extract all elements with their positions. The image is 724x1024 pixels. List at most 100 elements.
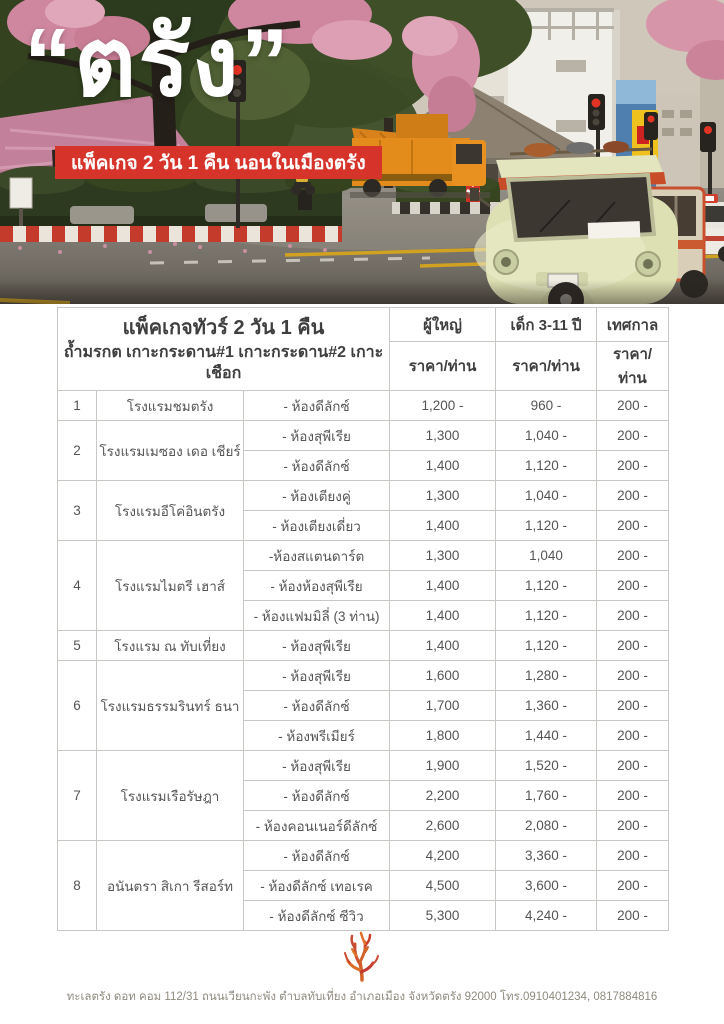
child-price: 1,120 - — [495, 450, 598, 481]
hotel-name: โรงแรมชมตรัง — [96, 390, 244, 421]
festival-price: 200 - — [596, 780, 670, 811]
room-type: - ห้องดีลักซ์ — [242, 690, 391, 721]
pink-blossoms — [7, 0, 724, 132]
adult-price: 1,300 — [389, 480, 497, 511]
room-type: - ห้องดีลักซ์ — [242, 780, 391, 811]
child-price: 1,760 - — [495, 780, 598, 811]
footer-address: ทะเลตรัง ดอท คอม 112/31 ถนนเวียนกะพัง ตำ… — [66, 991, 658, 1003]
row-number: 6 — [57, 660, 97, 751]
festival-price: 200 - — [596, 690, 670, 721]
room-type: - ห้องดีลักซ์ ซีวิว — [242, 900, 391, 931]
row-number: 1 — [57, 390, 97, 421]
adult-price: 1,400 — [389, 510, 497, 541]
child-price: 960 - — [495, 390, 598, 421]
column-header-adult: ผู้ใหญ่ — [389, 307, 497, 342]
room-type: -ห้องสแตนดาร์ต — [242, 540, 391, 571]
room-type: - ห้องสุพีเรีย — [242, 420, 391, 451]
adult-price: 4,200 — [389, 840, 497, 871]
table-row: - ห้องดีลักซ์ 1,400 1,120 -200 - — [58, 450, 670, 481]
room-type: - ห้องห้องสุพีเรีย — [242, 570, 391, 601]
room-type: - ห้องเตียงเดี่ยว — [242, 510, 391, 541]
table-row: 3 โรงแรมอีโค่อินตรัง - ห้องเตียงคู่ 1,300 1,… — [57, 480, 670, 541]
table-row: - ห้องดีลักซ์ 2,200 1,760 -200 - — [58, 780, 670, 811]
package-title: แพ็คเกจทัวร์ 2 วัน 1 คืน — [122, 317, 325, 340]
child-price: 3,360 - — [495, 840, 598, 871]
table-row: 2 โรงแรมเมซอง เดอ เชียร์ - ห้องสุพีเรีย 1,3… — [57, 420, 670, 481]
festival-price: 200 - — [596, 840, 670, 871]
room-type: - ห้องดีลักซ์ — [242, 390, 391, 421]
hotel-name: โรงแรมเมซอง เดอ เชียร์ — [96, 420, 244, 481]
adult-price: 4,500 — [389, 870, 497, 901]
left-median — [0, 164, 355, 254]
child-price: 1,120 - — [495, 600, 598, 631]
adult-price: 1,300 — [389, 420, 497, 451]
room-type: - ห้องพรีเมียร์ — [242, 720, 391, 751]
row-number: 4 — [57, 540, 97, 631]
room-type: - ห้องคอนเนอร์ดีลักซ์ — [242, 810, 391, 841]
column-subheader-adult: ราคา/ท่าน — [389, 341, 497, 391]
child-price: 1,120 - — [495, 510, 598, 541]
table-row: 8 อนันตรา สิเกา รีสอร์ท - ห้องดีลักซ์ 4,200… — [57, 840, 670, 931]
adult-price: 1,600 — [389, 660, 497, 691]
festival-price: 200 - — [596, 750, 670, 781]
child-price: 1,280 - — [495, 660, 598, 691]
room-type: - ห้องเตียงคู่ — [242, 480, 391, 511]
photo-shadow — [0, 280, 724, 304]
hero-photo: “ตรัง” แพ็คเกจ 2 วัน 1 คืน นอนในเมืองตรั… — [0, 0, 724, 304]
room-type: - ห้องดีลักซ์ เทอเรค — [242, 870, 391, 901]
festival-price: 200 - — [596, 630, 670, 661]
row-number: 8 — [57, 840, 97, 931]
column-subheader-festival: ราคา/ท่าน — [596, 341, 670, 391]
child-price: 1,120 - — [495, 630, 598, 661]
festival-price: 200 - — [596, 600, 670, 631]
child-price: 1,360 - — [495, 690, 598, 721]
adult-price: 5,300 — [389, 900, 497, 931]
package-banner: แพ็คเกจ 2 วัน 1 คืน นอนในเมืองตรัง — [55, 146, 382, 179]
adult-price: 2,200 — [389, 780, 497, 811]
table-row: 5 โรงแรม ณ ทับเที่ยง - ห้องสุพีเรีย 1,400 1,… — [57, 630, 670, 661]
festival-price: 200 - — [596, 810, 670, 841]
festival-price: 200 - — [596, 900, 670, 931]
street-photo — [0, 0, 724, 304]
child-price: 1,520 - — [495, 750, 598, 781]
adult-price: 1,300 — [389, 540, 497, 571]
room-type: - ห้องสุพีเรีย — [242, 750, 391, 781]
table-row: - ห้องคอนเนอร์ดีลักซ์ 2,600 2,080 -200 - — [58, 810, 670, 841]
row-number: 2 — [57, 420, 97, 481]
room-type: - ห้องดีลักซ์ — [242, 840, 391, 871]
festival-price: 200 - — [596, 870, 670, 901]
adult-price: 1,400 — [389, 450, 497, 481]
festival-price: 200 - — [596, 450, 670, 481]
adult-price: 1,700 — [389, 690, 497, 721]
room-type: - ห้องสุพีเรีย — [242, 630, 391, 661]
hotel-name: โรงแรมอีโค่อินตรัง — [96, 480, 244, 541]
row-number: 7 — [57, 750, 97, 841]
hotel-name: อนันตรา สิเกา รีสอร์ท — [96, 840, 244, 931]
festival-price: 200 - — [596, 660, 670, 691]
page-title: “ตรัง” — [24, 9, 291, 116]
column-subheader-child: ราคา/ท่าน — [495, 341, 598, 391]
hotel-name: โรงแรมไมตรี เฮาส์ — [96, 540, 244, 631]
hotel-name: โรงแรมเรือรัษฎา — [96, 750, 244, 841]
table-row: 4 โรงแรมไมตรี เฮาส์ -ห้องสแตนดาร์ต 1,300 1,0… — [57, 540, 670, 631]
row-number: 5 — [57, 630, 97, 661]
festival-price: 200 - — [596, 570, 670, 601]
column-header-festival: เทศกาล — [596, 307, 670, 342]
festival-price: 200 - — [596, 480, 670, 511]
package-table-body: 1 โรงแรมชมตรัง - ห้องดีลักซ์ 1,200 -960 -20… — [57, 390, 670, 931]
child-price: 2,080 - — [495, 810, 598, 841]
adult-price: 1,200 - — [389, 390, 497, 421]
table-row: - ห้องดีลักซ์ 1,700 1,360 -200 - — [58, 690, 670, 721]
row-number: 3 — [57, 480, 97, 541]
child-price: 4,240 - — [495, 900, 598, 931]
table-row: 6 โรงแรมธรรมรินทร์ ธนา - ห้องสุพีเรีย 1,600… — [57, 660, 670, 751]
table-row: 7 โรงแรมเรือรัษฎา - ห้องสุพีเรีย 1,900 1,520… — [57, 750, 670, 841]
price-table-wrap: แพ็คเกจทัวร์ 2 วัน 1 คืน ถ้ำมรกต เกาะกระ… — [56, 307, 670, 931]
festival-price: 200 - — [596, 390, 670, 421]
festival-price: 200 - — [596, 720, 670, 751]
adult-price: 1,900 — [389, 750, 497, 781]
package-subtitle: ถ้ำมรกต เกาะกระดาน#1 เกาะกระดาน#2 เกาะเช… — [63, 344, 384, 382]
hotel-name: โรงแรมธรรมรินทร์ ธนา — [96, 660, 244, 751]
festival-price: 200 - — [596, 420, 670, 451]
